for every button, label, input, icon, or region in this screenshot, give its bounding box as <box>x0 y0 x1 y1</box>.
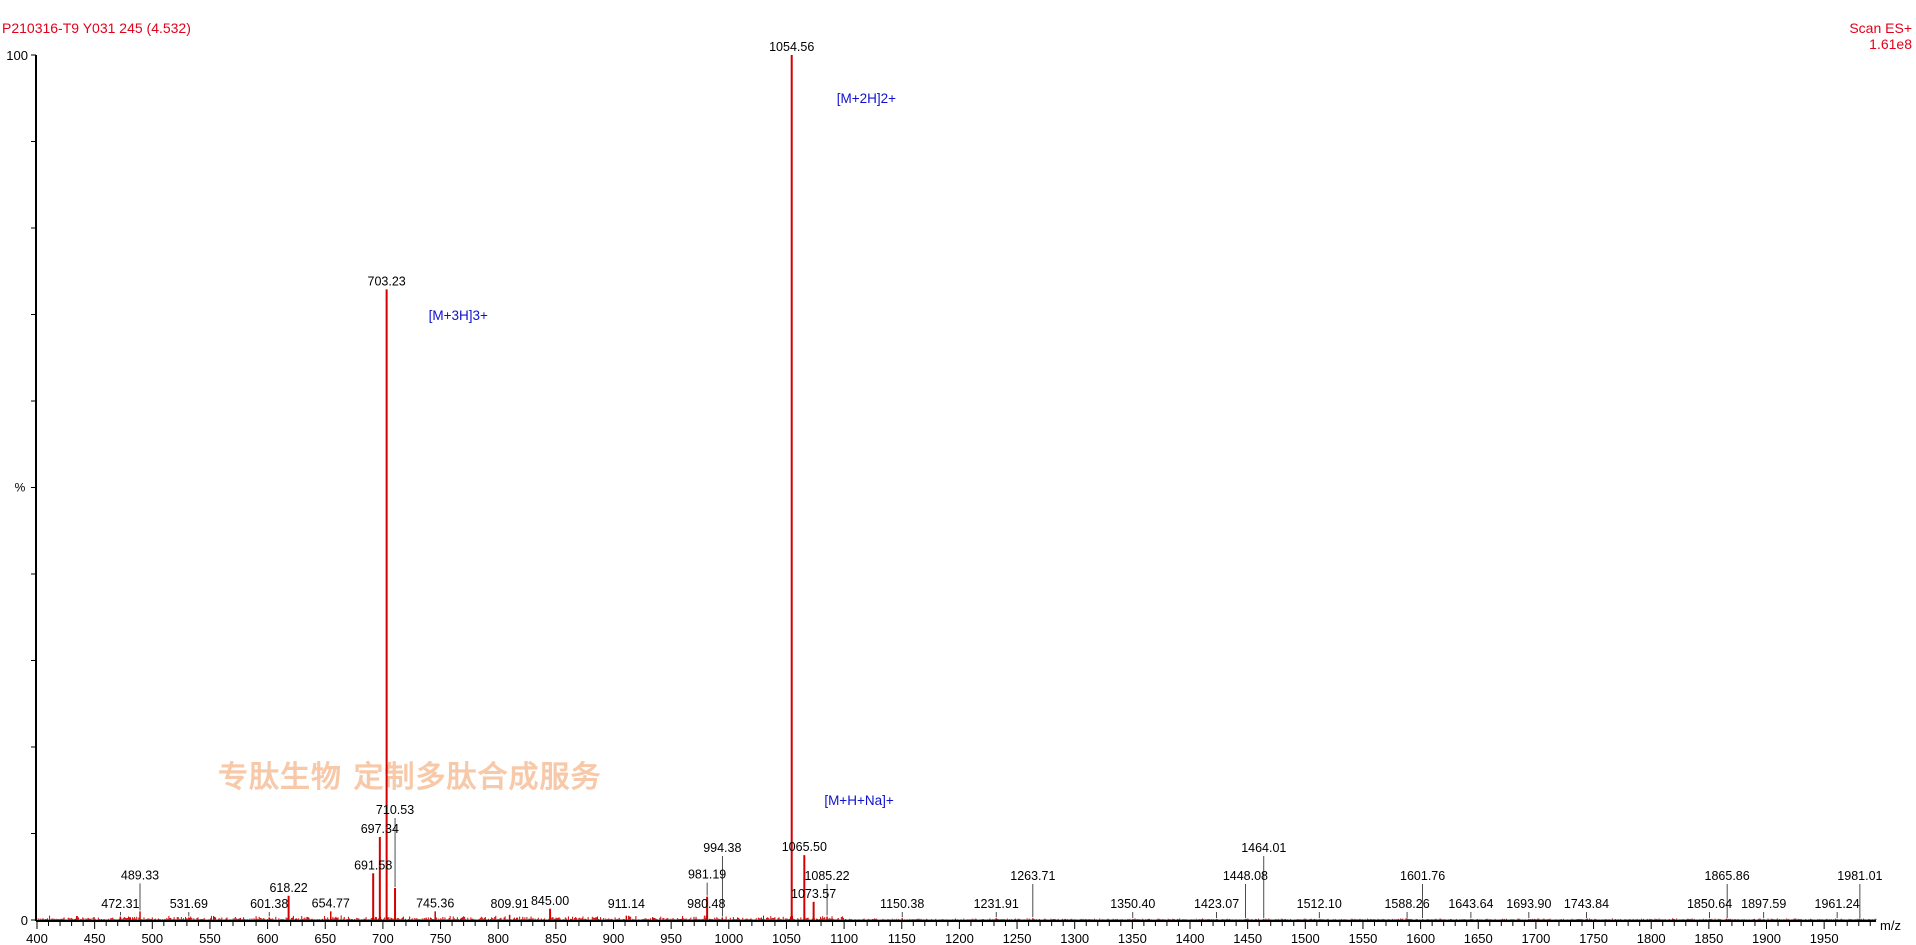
peak-label: 531.69 <box>170 897 208 911</box>
x-tick-label: 700 <box>372 931 394 945</box>
peak-label: 980.48 <box>687 897 725 911</box>
x-tick-label: 450 <box>84 931 106 945</box>
x-tick-label: 1900 <box>1752 931 1781 945</box>
x-tick-label: 550 <box>199 931 221 945</box>
x-tick-label: 1700 <box>1521 931 1550 945</box>
peak-label: 1350.40 <box>1110 897 1155 911</box>
peak-label: 1588.26 <box>1384 897 1429 911</box>
x-tick-label: 1300 <box>1060 931 1089 945</box>
y-axis-label: % <box>15 481 26 495</box>
x-tick-label: 1150 <box>888 931 916 945</box>
peak-label: 1263.71 <box>1010 869 1055 883</box>
x-tick-label: 1400 <box>1176 931 1205 945</box>
x-tick-label: 850 <box>545 931 567 945</box>
ion-annotation: [M+3H]3+ <box>429 308 488 323</box>
peak-label: 1448.08 <box>1223 869 1268 883</box>
x-tick-label: 1100 <box>830 931 858 945</box>
peak-label: 703.23 <box>368 274 406 288</box>
x-tick-label: 1050 <box>772 931 801 945</box>
peak-label: 1512.10 <box>1297 897 1342 911</box>
x-tick-label: 1000 <box>714 931 743 945</box>
y-tick-label: 0 <box>21 913 28 928</box>
peak-label: 1464.01 <box>1241 841 1286 855</box>
x-tick-label: 1750 <box>1579 931 1608 945</box>
ion-annotation: [M+2H]2+ <box>837 91 896 106</box>
peak-label: 1054.56 <box>769 40 814 54</box>
x-tick-label: 1950 <box>1810 931 1839 945</box>
y-tick-label: 100 <box>6 48 28 63</box>
x-tick-label: 950 <box>660 931 682 945</box>
x-tick-label: 1350 <box>1118 931 1147 945</box>
peak-label: 601.38 <box>250 897 288 911</box>
peak-label: 911.14 <box>608 897 645 911</box>
peak-label: 710.53 <box>376 803 414 817</box>
peak-label: 489.33 <box>121 868 159 882</box>
peak-label: 745.36 <box>416 896 454 910</box>
x-tick-label: 500 <box>141 931 163 945</box>
peak-label: 1085.22 <box>804 869 849 883</box>
peak-label: 1981.01 <box>1837 869 1882 883</box>
peak-label: 1693.90 <box>1506 897 1551 911</box>
peak-label: 1150.38 <box>880 897 924 911</box>
peak-label: 1073.57 <box>791 887 836 901</box>
x-tick-label: 1500 <box>1291 931 1320 945</box>
x-tick-label: 750 <box>430 931 452 945</box>
peak-label: 697.34 <box>361 822 399 836</box>
x-tick-label: 1850 <box>1694 931 1723 945</box>
peak-label: 1743.84 <box>1564 897 1609 911</box>
peak-label: 1897.59 <box>1741 897 1786 911</box>
peak-label: 1643.64 <box>1448 897 1493 911</box>
x-tick-label: 600 <box>257 931 279 945</box>
scan-mode: Scan ES+ <box>1849 20 1912 36</box>
peak-label: 691.58 <box>354 858 392 872</box>
peak-label: 1601.76 <box>1400 869 1445 883</box>
x-tick-label: 1200 <box>945 931 974 945</box>
x-tick-label: 800 <box>487 931 509 945</box>
peak-label: 1850.64 <box>1687 897 1732 911</box>
base-intensity: 1.61e8 <box>1869 36 1912 52</box>
peak-label: 618.22 <box>269 881 307 895</box>
peak-label: 1961.24 <box>1815 897 1860 911</box>
x-tick-label: 650 <box>314 931 336 945</box>
watermark: 专肽生物 定制多肽合成服务 <box>218 760 602 795</box>
peak-label: 845.00 <box>531 894 569 908</box>
x-tick-label: 1250 <box>1003 931 1032 945</box>
peak-label: 472.31 <box>101 897 139 911</box>
x-tick-label: 900 <box>603 931 625 945</box>
x-tick-label: 1550 <box>1348 931 1377 945</box>
x-tick-label: 1800 <box>1637 931 1666 945</box>
peak-label: 981.19 <box>688 868 726 882</box>
peak-label: 994.38 <box>703 841 741 855</box>
x-tick-label: 1450 <box>1233 931 1262 945</box>
x-tick-label: 400 <box>26 931 48 945</box>
sample-title: P210316-T9 Y031 245 (4.532) <box>2 20 191 36</box>
peak-label: 1065.50 <box>782 840 827 854</box>
peak-label: 654.77 <box>312 896 350 910</box>
peak-label: 1865.86 <box>1705 869 1750 883</box>
ion-annotation: [M+H+Na]+ <box>824 793 894 808</box>
x-tick-label: 1650 <box>1464 931 1493 945</box>
peak-label: 1231.91 <box>974 897 1019 911</box>
x-axis-label: m/z <box>1880 918 1901 933</box>
peak-label: 1423.07 <box>1194 897 1239 911</box>
peak-label: 809.91 <box>491 897 529 911</box>
x-tick-label: 1600 <box>1406 931 1435 945</box>
